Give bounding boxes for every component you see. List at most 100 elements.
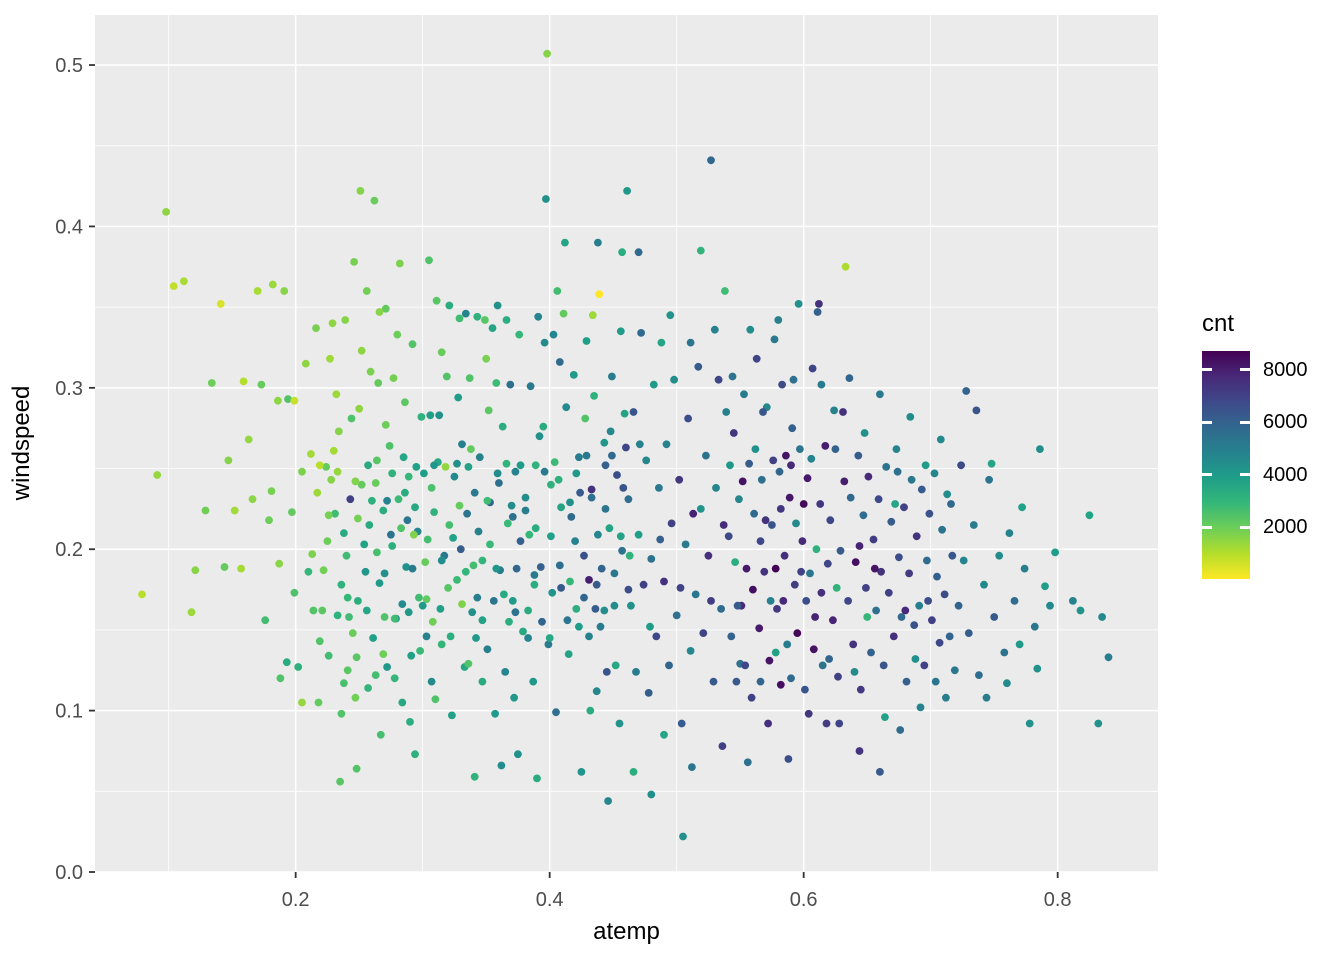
data-point (822, 719, 831, 728)
data-point (624, 585, 633, 594)
data-point (712, 484, 720, 492)
data-point (482, 354, 491, 363)
data-point (877, 567, 885, 576)
data-point (925, 509, 934, 518)
data-point (401, 398, 409, 407)
data-point (580, 593, 588, 602)
data-point (534, 312, 543, 321)
data-point (806, 569, 814, 578)
data-point (717, 605, 725, 613)
data-point (639, 580, 648, 589)
data-point (964, 629, 973, 637)
data-point (876, 390, 884, 399)
data-point (420, 469, 428, 478)
data-point (726, 461, 734, 470)
data-point (808, 364, 817, 373)
data-point (530, 580, 539, 589)
data-point (381, 304, 390, 313)
x-tick-label: 0.2 (282, 889, 310, 911)
data-point (357, 346, 366, 355)
data-point (576, 488, 584, 497)
data-point (921, 461, 930, 470)
data-point (622, 443, 630, 452)
data-point (580, 551, 588, 560)
x-tick-label: 0.8 (1044, 889, 1072, 911)
y-tick-label: 0.4 (55, 216, 83, 238)
data-point (409, 530, 418, 539)
data-point (799, 500, 808, 508)
data-point (394, 495, 403, 504)
data-point (354, 597, 362, 605)
data-point (613, 471, 621, 479)
data-point (884, 588, 893, 597)
data-point (893, 467, 902, 476)
data-point (506, 380, 515, 389)
data-point (850, 668, 859, 676)
data-point (399, 453, 408, 462)
data-point (351, 477, 360, 486)
data-point (375, 579, 384, 587)
data-point (380, 613, 389, 621)
data-point (684, 414, 692, 423)
data-point (624, 495, 633, 504)
data-point (437, 556, 446, 565)
data-point (493, 469, 502, 478)
data-point (274, 396, 282, 405)
data-point (655, 484, 663, 492)
data-point (529, 677, 538, 686)
data-point (575, 453, 583, 462)
data-point (138, 590, 146, 599)
x-tick-label: 0.6 (790, 889, 818, 911)
data-point (688, 763, 696, 771)
data-point (348, 629, 357, 637)
data-point (371, 671, 380, 679)
data-point (959, 556, 968, 565)
data-point (341, 316, 350, 324)
data-point (601, 461, 610, 470)
legend-tick-mark (1240, 525, 1250, 529)
data-point (385, 442, 394, 450)
data-point (920, 661, 929, 670)
data-point (872, 606, 880, 615)
data-point (180, 277, 188, 286)
data-point (821, 442, 830, 450)
legend-tick-mark (1240, 473, 1250, 477)
data-point (879, 661, 888, 670)
data-point (611, 661, 620, 670)
data-point (605, 524, 614, 533)
data-point (792, 519, 800, 528)
data-point (248, 495, 257, 504)
data-point (882, 463, 891, 471)
data-point (936, 435, 945, 444)
data-point (770, 335, 779, 344)
data-point (771, 648, 780, 657)
data-point (874, 495, 883, 504)
data-point (1010, 597, 1019, 605)
data-point (832, 584, 841, 592)
data-point (679, 832, 687, 841)
data-point (585, 632, 593, 641)
data-point (543, 49, 551, 58)
y-tick-label: 0.0 (55, 862, 83, 884)
data-point (383, 496, 391, 505)
data-point (787, 674, 795, 683)
data-point (422, 632, 431, 641)
data-point (553, 287, 562, 295)
data-point (840, 477, 849, 486)
data-point (732, 677, 741, 686)
legend-tick-mark (1202, 368, 1212, 372)
data-point (935, 638, 944, 647)
data-point (298, 698, 306, 707)
data-point (681, 540, 690, 549)
data-point (987, 459, 996, 468)
data-point (582, 337, 591, 345)
data-point (393, 330, 402, 339)
data-point (318, 606, 327, 615)
legend-tick-mark (1240, 368, 1250, 372)
data-point (597, 564, 606, 573)
data-point (298, 467, 306, 476)
data-point (343, 666, 352, 675)
data-point (455, 501, 464, 510)
data-point (629, 408, 638, 416)
data-point (427, 677, 436, 686)
